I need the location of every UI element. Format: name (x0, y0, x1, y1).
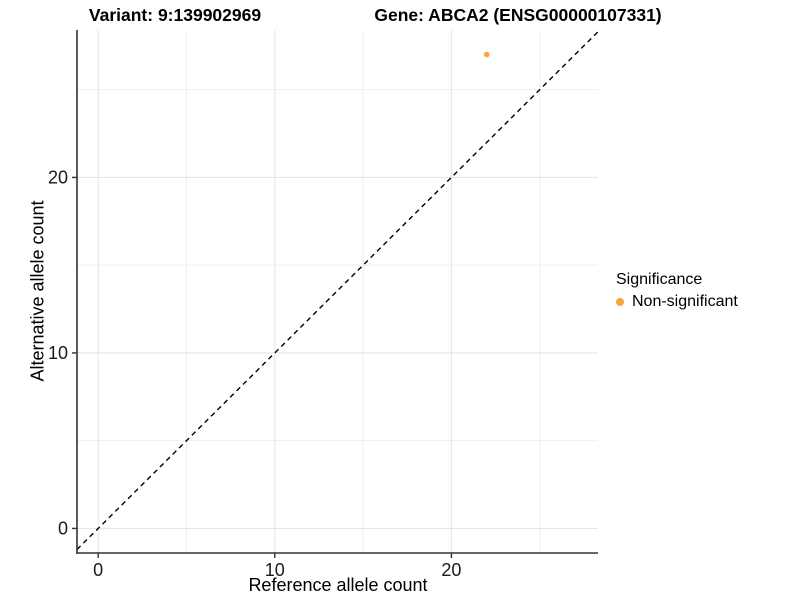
orange-dot-icon (616, 298, 624, 306)
plot-title-gene: Gene: ABCA2 (ENSG00000107331) (374, 5, 662, 25)
x-tick-label: 0 (93, 560, 103, 580)
y-tick-label: 0 (58, 518, 68, 538)
legend-item-non-significant: Non-significant (616, 293, 738, 311)
y-tick-label: 10 (48, 343, 68, 363)
plot-title-variant: Variant: 9:139902969 (88, 5, 262, 25)
data-point (483, 51, 490, 58)
legend: Significance Non-significant (616, 271, 738, 311)
identity-reference-line (76, 31, 599, 550)
legend-title: Significance (616, 271, 703, 288)
y-axis-title: Alternative allele count (27, 200, 48, 382)
y-tick-label: 20 (48, 167, 68, 187)
x-axis-title: Reference allele count (248, 575, 428, 595)
x-tick-label: 20 (441, 560, 461, 580)
x-tick-label: 10 (265, 560, 285, 580)
legend-item-label: Non-significant (632, 293, 738, 310)
